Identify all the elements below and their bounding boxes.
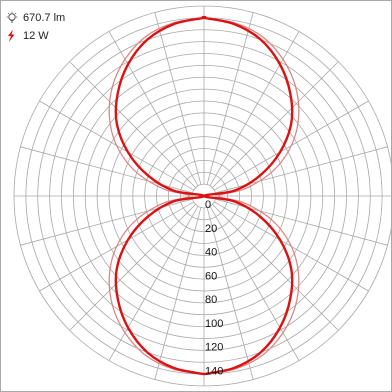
angular-gridline (215, 146, 388, 194)
angular-gridline (69, 61, 196, 188)
angular-gridline (69, 204, 196, 331)
radial-tick-labels: 0 20 40 60 80 100 120 140 (205, 199, 223, 377)
primary-intensity-curve (114, 15, 294, 376)
angular-gridline (20, 146, 193, 194)
angular-gridlines (14, 6, 392, 386)
angular-gridline (108, 31, 199, 186)
radial-tick-label: 40 (205, 247, 217, 259)
angular-gridline (206, 207, 254, 380)
angular-gridline (108, 206, 199, 361)
luminous-flux-row: 670.7 lm (4, 11, 65, 25)
radial-tick-label: 140 (205, 365, 223, 377)
radial-tick-label: 80 (205, 294, 217, 306)
lightning-icon (8, 29, 15, 43)
intensity-curves (108, 15, 300, 376)
angular-gridline (154, 207, 202, 380)
power-row: 12 W (4, 29, 49, 43)
luminous-flux-value: 670.7 lm (23, 12, 66, 24)
angular-gridline (215, 198, 388, 246)
radial-tick-label: 100 (205, 318, 223, 330)
radial-tick-label: 0 (205, 199, 211, 211)
power-value: 12 W (23, 30, 49, 42)
angular-gridline (154, 12, 202, 185)
radial-tick-label: 60 (205, 270, 217, 282)
angular-gridline (20, 198, 193, 246)
angular-gridline (209, 206, 300, 361)
angular-gridline (209, 31, 300, 186)
radial-tick-label: 20 (205, 223, 217, 235)
lightbulb-icon (6, 11, 18, 23)
angular-gridline (212, 61, 339, 188)
angular-gridline (206, 12, 254, 185)
radial-tick-label: 120 (205, 342, 223, 354)
angular-gridline (212, 204, 339, 331)
